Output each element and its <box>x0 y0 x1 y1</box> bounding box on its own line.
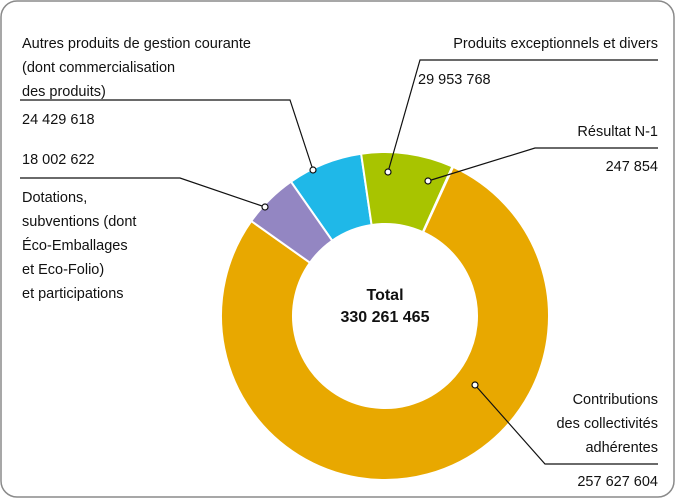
leader-line <box>20 99 314 171</box>
slice-label: Contributions <box>573 392 658 408</box>
donut-slice <box>249 180 334 265</box>
slice-label: et participations <box>22 286 124 302</box>
slice-label: Dotations, <box>22 190 87 206</box>
slice-label: (dont commercialisation <box>22 60 175 76</box>
leader-line <box>387 59 658 173</box>
leader-dot <box>384 168 392 176</box>
slice-label: Éco-Emballages <box>22 237 128 254</box>
leader-line <box>474 384 658 465</box>
donut-slice <box>220 165 550 481</box>
slice-label: et Eco-Folio) <box>22 262 104 278</box>
leader-dot <box>424 177 432 185</box>
value-label: 247 854 <box>606 159 658 175</box>
value-label: 24 429 618 <box>22 112 95 128</box>
leader-dot <box>261 203 269 211</box>
slice-label: Autres produits de gestion courante <box>22 36 251 52</box>
leader-dot <box>471 381 479 389</box>
value-label: 18 002 622 <box>22 152 95 168</box>
slice-label: Résultat N-1 <box>577 124 658 140</box>
slice-label: Produits exceptionnels et divers <box>453 36 658 52</box>
value-label: 257 627 604 <box>577 474 658 490</box>
slice-label: subventions (dont <box>22 214 136 230</box>
value-label: 29 953 768 <box>418 72 491 88</box>
slice-label: des produits) <box>22 84 106 100</box>
total-label: Total <box>366 287 403 304</box>
leader-line <box>20 177 266 208</box>
leader-line <box>427 147 658 182</box>
total-value: 330 261 465 <box>341 309 430 326</box>
slice-label: adhérentes <box>585 440 658 456</box>
slice-label: des collectivités <box>556 416 658 432</box>
leader-dot <box>309 166 317 174</box>
